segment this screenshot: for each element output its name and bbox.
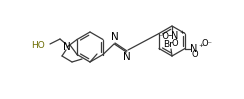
Text: N: N xyxy=(123,52,131,62)
Text: +: + xyxy=(198,43,203,48)
Text: +: + xyxy=(179,30,184,36)
Text: –: – xyxy=(168,31,172,40)
Text: HO: HO xyxy=(31,40,45,50)
Text: ⁻O: ⁻O xyxy=(159,31,170,40)
Text: O: O xyxy=(192,50,198,59)
Text: O: O xyxy=(172,39,178,48)
Text: N: N xyxy=(190,43,198,53)
Text: N: N xyxy=(63,42,71,52)
Text: N: N xyxy=(111,32,119,42)
Text: Br: Br xyxy=(163,40,173,49)
Text: O⁻: O⁻ xyxy=(202,39,213,48)
Text: N: N xyxy=(171,31,179,41)
